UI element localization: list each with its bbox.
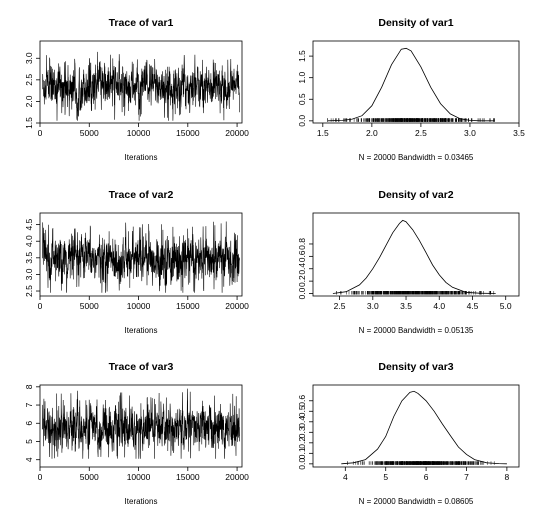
x-tick-label: 4.0 (433, 301, 445, 311)
x-tick-label: 4 (343, 472, 348, 482)
y-tick-label: 0.5 (297, 405, 307, 417)
panel-5: Trace of var3 0 5000 10000 15000 20000 4 5 6 7 8 It… (24, 361, 249, 506)
x-tick-label: 1.5 (317, 128, 329, 138)
x-axis-label: N = 20000 Bandwidth = 0.03465 (359, 153, 474, 162)
y-tick-label: 0.3 (297, 426, 307, 438)
y-tick-label: 5 (24, 439, 34, 444)
y-tick-label: 0.1 (297, 447, 307, 459)
density-curve (341, 390, 507, 465)
x-tick-label: 5 (383, 472, 388, 482)
y-tick-label: 4 (24, 457, 34, 462)
y-tick-label: 1.5 (297, 50, 307, 62)
x-tick-label: 2.5 (415, 128, 427, 138)
x-axis-label: Iterations (125, 497, 158, 506)
x-tick-label: 5000 (80, 472, 99, 482)
y-tick-label: 0.4 (297, 263, 307, 275)
x-tick-label: 8 (505, 472, 510, 482)
density-curve (332, 219, 496, 294)
panel-title: Trace of var1 (109, 17, 174, 29)
y-tick-label: 0.2 (297, 437, 307, 449)
x-tick-label: 0 (38, 301, 43, 311)
y-tick-label: 0.0 (297, 458, 307, 470)
x-tick-label: 3.0 (367, 301, 379, 311)
panel-title: Density of var2 (378, 189, 453, 201)
x-tick-label: 0 (38, 472, 43, 482)
plot-frame (39, 384, 243, 468)
x-tick-label: 6 (424, 472, 429, 482)
panel-3: Trace of var2 0 5000 10000 15000 20000 2.5 3.0 3… (24, 189, 249, 335)
x-tick-label: 5000 (80, 128, 99, 138)
rug-marks (327, 118, 495, 122)
x-tick-label: 20000 (225, 301, 249, 311)
plot-frame (312, 40, 520, 124)
x-tick-label: 0 (38, 128, 43, 138)
y-tick-label: 0.8 (297, 238, 307, 250)
x-tick-label: 20000 (225, 472, 249, 482)
x-tick-label: 3.5 (400, 301, 412, 311)
x-tick-label: 5000 (80, 301, 99, 311)
x-tick-label: 15000 (176, 472, 200, 482)
y-tick-label: 0.5 (297, 93, 307, 105)
x-tick-label: 7 (464, 472, 469, 482)
x-tick-label: 5.0 (500, 301, 512, 311)
x-tick-label: 15000 (176, 301, 200, 311)
y-tick-label: 6 (24, 421, 34, 426)
x-tick-label: 2.5 (334, 301, 346, 311)
panel-title: Trace of var2 (109, 189, 174, 201)
y-tick-label: 1.5 (24, 117, 34, 129)
trace-line (42, 51, 240, 121)
x-axis-label: N = 20000 Bandwidth = 0.05135 (359, 326, 474, 335)
trace-line (42, 388, 240, 459)
rug-marks (336, 291, 495, 295)
x-tick-label: 10000 (127, 472, 151, 482)
x-tick-label: 3.0 (464, 128, 476, 138)
y-tick-label: 3.0 (24, 52, 34, 64)
density-curve (327, 47, 495, 122)
x-tick-label: 20000 (225, 128, 249, 138)
y-tick-label: 0.6 (297, 250, 307, 262)
plot-frame (39, 212, 243, 297)
x-tick-label: 2.0 (366, 128, 378, 138)
x-axis-label: Iterations (125, 153, 158, 162)
panel-title: Density of var1 (378, 17, 453, 29)
y-tick-label: 0.4 (297, 416, 307, 428)
trace-line (42, 221, 240, 293)
y-tick-label: 3.0 (24, 268, 34, 280)
y-tick-label: 0.0 (297, 115, 307, 127)
y-tick-label: 0.6 (297, 395, 307, 407)
panel-title: Trace of var3 (109, 361, 174, 373)
y-tick-label: 7 (24, 402, 34, 407)
panel-6: Density of var3 4 5 6 7 8 0.00.10.20.30.40.50.… (297, 361, 520, 506)
y-tick-label: 4.0 (24, 235, 34, 247)
x-axis-label: Iterations (125, 326, 158, 335)
rug-marks (347, 461, 495, 465)
y-tick-label: 2.5 (24, 74, 34, 86)
y-tick-label: 2.5 (24, 285, 34, 297)
plot-frame (39, 40, 243, 124)
y-tick-label: 2.0 (24, 95, 34, 107)
y-tick-label: 3.5 (24, 252, 34, 264)
y-tick-label: 8 (24, 384, 34, 389)
x-tick-label: 10000 (127, 301, 151, 311)
y-tick-label: 0.2 (297, 275, 307, 287)
y-tick-label: 1.0 (297, 72, 307, 84)
plot-frame (312, 384, 520, 468)
x-tick-label: 15000 (176, 128, 200, 138)
y-tick-label: 0.0 (297, 287, 307, 299)
panel-title: Density of var3 (378, 361, 453, 373)
x-tick-label: 10000 (127, 128, 151, 138)
panel-2: Density of var1 1.5 2.0 2.5 3.0 3.5 0.0 0.5 1.0 1… (297, 17, 525, 162)
plot-frame (312, 212, 520, 297)
panel-1: Trace of var1 0 5000 10000 15000 20000 1.5 2.0 2… (24, 17, 249, 162)
y-tick-label: 4.5 (24, 218, 34, 230)
x-tick-label: 3.5 (513, 128, 525, 138)
x-axis-label: N = 20000 Bandwidth = 0.08605 (359, 497, 474, 506)
x-tick-label: 4.5 (467, 301, 479, 311)
